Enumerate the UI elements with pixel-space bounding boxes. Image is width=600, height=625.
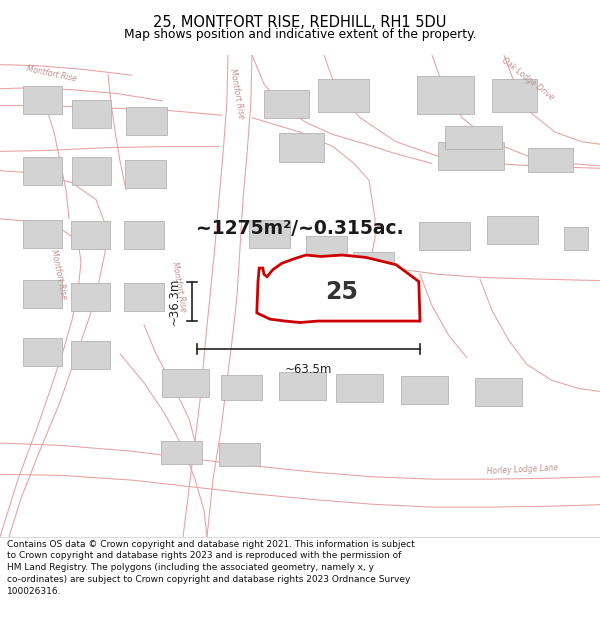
- Bar: [401, 376, 448, 404]
- Bar: [492, 79, 537, 112]
- Bar: [71, 284, 110, 311]
- Bar: [279, 133, 324, 162]
- Bar: [279, 372, 326, 399]
- Text: 25: 25: [326, 280, 358, 304]
- Bar: [475, 378, 522, 406]
- Bar: [125, 159, 166, 188]
- Text: Oak Lodge Drive: Oak Lodge Drive: [500, 56, 556, 102]
- Text: Montfort Rise: Montfort Rise: [170, 261, 188, 312]
- Bar: [23, 280, 62, 308]
- Bar: [162, 369, 209, 398]
- Bar: [445, 126, 502, 149]
- Bar: [438, 142, 504, 170]
- Bar: [221, 374, 262, 399]
- Bar: [318, 79, 369, 112]
- Text: Contains OS data © Crown copyright and database right 2021. This information is : Contains OS data © Crown copyright and d…: [7, 539, 415, 596]
- Bar: [124, 221, 164, 249]
- Bar: [336, 374, 383, 402]
- Bar: [264, 90, 309, 118]
- Text: ~63.5m: ~63.5m: [285, 362, 332, 376]
- Bar: [71, 341, 110, 369]
- Bar: [487, 216, 538, 244]
- Text: Montfort Rise: Montfort Rise: [49, 248, 68, 300]
- Bar: [124, 284, 164, 311]
- Bar: [161, 441, 202, 464]
- Bar: [528, 148, 573, 172]
- Bar: [71, 221, 110, 249]
- Text: ~1275m²/~0.315ac.: ~1275m²/~0.315ac.: [196, 219, 404, 238]
- Bar: [23, 157, 62, 185]
- Text: ~36.3m: ~36.3m: [168, 278, 181, 325]
- Text: 25, MONTFORT RISE, REDHILL, RH1 5DU: 25, MONTFORT RISE, REDHILL, RH1 5DU: [154, 16, 446, 31]
- Bar: [23, 86, 62, 114]
- Bar: [564, 227, 588, 250]
- Text: Montfort Rise: Montfort Rise: [228, 68, 246, 119]
- Text: Horley Lodge Lane: Horley Lodge Lane: [486, 463, 558, 476]
- Bar: [23, 220, 62, 248]
- Text: Map shows position and indicative extent of the property.: Map shows position and indicative extent…: [124, 28, 476, 41]
- Bar: [72, 157, 111, 185]
- Bar: [419, 222, 470, 250]
- Bar: [353, 252, 394, 277]
- Bar: [126, 107, 167, 134]
- Text: Montfort Rise: Montfort Rise: [25, 64, 77, 84]
- Bar: [23, 338, 62, 366]
- Bar: [219, 442, 260, 466]
- Bar: [417, 76, 474, 114]
- Polygon shape: [257, 255, 420, 322]
- Bar: [72, 100, 111, 128]
- Bar: [306, 236, 347, 261]
- Bar: [249, 220, 290, 248]
